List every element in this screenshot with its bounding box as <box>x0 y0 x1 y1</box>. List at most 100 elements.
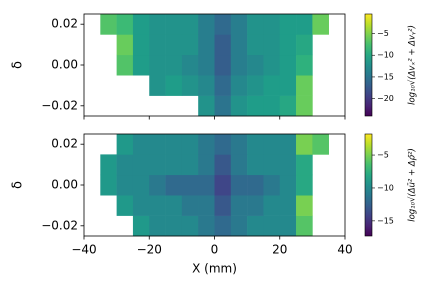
x-tick-label: 0 <box>211 243 219 257</box>
heat-cell <box>181 215 199 237</box>
x-axis-label: X (mm) <box>192 262 237 276</box>
heat-cell <box>230 95 248 117</box>
heat-cell <box>279 54 297 76</box>
heat-cell <box>181 174 199 196</box>
colorbar-tick-label: −15 <box>377 216 394 225</box>
heat-cell <box>132 195 150 216</box>
colorbar-tick-label: −20 <box>377 94 394 103</box>
heat-cell <box>198 54 215 76</box>
heat-cell <box>198 134 215 155</box>
heat-cell <box>214 154 232 176</box>
heat-cell <box>263 195 281 216</box>
heat-cell <box>263 34 281 56</box>
heat-cell <box>165 154 183 176</box>
heat-cell <box>181 134 199 155</box>
y-axis-label: δ <box>11 181 26 189</box>
colorbar-label: log₁₀√(Δvₓ² + Δvᵧ²) <box>408 25 418 105</box>
heat-cell <box>263 14 281 35</box>
heat-cell <box>263 154 281 176</box>
heat-cell <box>279 134 297 155</box>
y-tick-label: −0.02 <box>41 218 78 232</box>
heat-cell <box>165 14 183 35</box>
x-tick-label: −40 <box>71 243 96 257</box>
heat-cell <box>279 75 297 96</box>
heat-cell <box>116 174 134 196</box>
x-tick-label: −20 <box>137 243 162 257</box>
heat-cell <box>296 54 313 76</box>
heat-cell <box>230 154 248 176</box>
y-axis-label: δ <box>11 61 26 69</box>
heat-cell <box>198 215 215 237</box>
heat-cell <box>181 14 199 35</box>
heat-cell <box>149 174 166 196</box>
heat-cell <box>132 134 150 155</box>
heat-cell <box>100 154 117 176</box>
heat-cell <box>247 95 264 117</box>
heat-cell <box>296 215 313 237</box>
heat-cell <box>165 75 183 96</box>
heat-cell <box>100 174 117 196</box>
heat-cell <box>198 34 215 56</box>
heat-cell <box>247 134 264 155</box>
heat-cell <box>116 14 134 35</box>
heat-cell <box>214 174 232 196</box>
y-tick-label: 0.00 <box>51 178 78 192</box>
heat-cell <box>296 34 313 56</box>
y-tick-label: 0.02 <box>51 17 78 31</box>
colorbar-tick-label: −5 <box>377 151 389 160</box>
heat-cell <box>296 14 313 35</box>
x-tick-label: 40 <box>337 243 352 257</box>
heat-cell <box>214 34 232 56</box>
colorbar-tick-label: −15 <box>377 72 394 81</box>
y-tick-label: 0.02 <box>51 137 78 151</box>
colorbar-tick-label: −10 <box>377 183 394 192</box>
heat-cell <box>181 154 199 176</box>
heat-cell <box>279 174 297 196</box>
heat-cell <box>149 14 166 35</box>
heat-cell <box>296 134 313 155</box>
heat-cell <box>230 195 248 216</box>
heat-cell <box>214 95 232 117</box>
heat-cell <box>181 75 199 96</box>
heat-cell <box>247 215 264 237</box>
heat-cell <box>132 14 150 35</box>
heat-cell <box>214 54 232 76</box>
heat-cell <box>279 34 297 56</box>
heat-cell <box>100 14 117 35</box>
heat-cell <box>132 215 150 237</box>
heat-cell <box>214 215 232 237</box>
heat-cell <box>132 154 150 176</box>
colorbar <box>364 13 373 117</box>
heat-cell <box>198 154 215 176</box>
heat-cell <box>132 34 150 56</box>
heat-cell <box>165 134 183 155</box>
heat-cell <box>263 215 281 237</box>
heat-cell <box>181 54 199 76</box>
heat-cell <box>312 14 329 35</box>
heat-cell <box>230 174 248 196</box>
heat-cell <box>230 215 248 237</box>
colorbar-label: log₁₀√(Δū² + Δρ̄²) <box>408 148 418 222</box>
y-tick-label: 0.00 <box>51 58 78 72</box>
heat-cell <box>296 174 313 196</box>
heat-cell <box>149 54 166 76</box>
heat-cell <box>116 154 134 176</box>
heat-cell <box>263 95 281 117</box>
heat-cell <box>247 154 264 176</box>
heat-cell <box>198 14 215 35</box>
heat-cell <box>230 34 248 56</box>
heat-cell <box>247 195 264 216</box>
heat-cell <box>132 174 150 196</box>
heat-cell <box>296 195 313 216</box>
heat-cell <box>198 195 215 216</box>
heat-cell <box>149 134 166 155</box>
heat-cell <box>181 195 199 216</box>
heat-cell <box>230 14 248 35</box>
heat-cell <box>214 195 232 216</box>
heat-cell <box>149 34 166 56</box>
heat-cell <box>296 75 313 96</box>
heat-cell <box>296 154 313 176</box>
heat-cell <box>198 95 215 117</box>
heat-cell <box>116 195 134 216</box>
heat-cell <box>247 34 264 56</box>
